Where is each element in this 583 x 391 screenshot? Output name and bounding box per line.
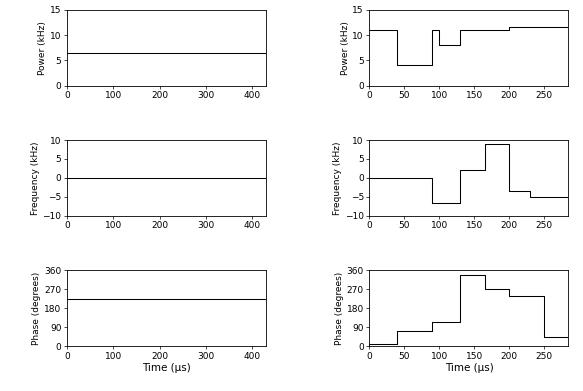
- X-axis label: Time (μs): Time (μs): [445, 363, 493, 373]
- Y-axis label: Frequency (kHz): Frequency (kHz): [333, 141, 342, 215]
- Y-axis label: Phase (degrees): Phase (degrees): [335, 271, 344, 345]
- Y-axis label: Power (kHz): Power (kHz): [340, 21, 350, 75]
- Y-axis label: Power (kHz): Power (kHz): [38, 21, 47, 75]
- X-axis label: Time (μs): Time (μs): [142, 363, 191, 373]
- Y-axis label: Phase (degrees): Phase (degrees): [33, 271, 41, 345]
- Y-axis label: Frequency (kHz): Frequency (kHz): [31, 141, 40, 215]
